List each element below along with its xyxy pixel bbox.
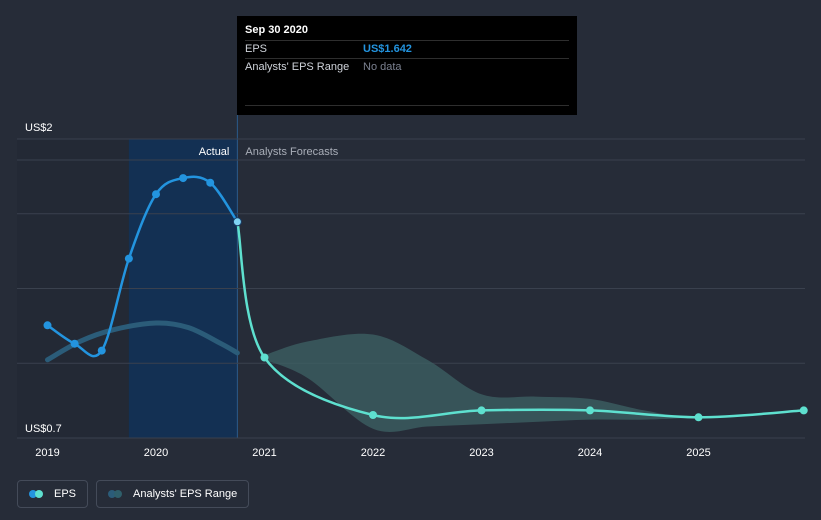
swatch-dot-b [114, 490, 123, 498]
actual-region-label: Actual [199, 146, 230, 158]
y-tick-label: US$2 [25, 122, 53, 134]
eps-forecast-point [799, 406, 808, 415]
forecast-region-label: Analysts Forecasts [245, 146, 338, 158]
eps-actual-point [97, 346, 106, 355]
legend-label: EPS [54, 488, 77, 500]
legend: EPS Analysts' EPS Range [17, 480, 250, 508]
swatch-dot-b [35, 490, 43, 498]
eps-actual-point [70, 339, 79, 348]
x-tick-label: 2020 [144, 447, 168, 459]
eps-forecast-point [694, 413, 703, 422]
swatch-dot-a [29, 490, 37, 498]
eps-range-forecast [264, 333, 804, 432]
x-tick-label: 2024 [578, 447, 602, 459]
eps-forecast-point [477, 406, 486, 415]
tooltip-label: Analysts' EPS Range [245, 61, 350, 73]
eps-swatch-icon [29, 490, 45, 498]
x-tick-label: 2021 [252, 447, 276, 459]
y-tick-label: US$0.7 [25, 423, 62, 435]
eps-forecast-point [586, 406, 594, 415]
eps-actual-point [43, 321, 52, 330]
eps-actual-point [124, 254, 133, 263]
x-tick-label: 2025 [686, 447, 710, 459]
range-swatch-icon [108, 490, 124, 498]
eps-range-past [45, 320, 240, 363]
legend-label: Analysts' EPS Range [133, 488, 238, 500]
eps-actual-line [46, 175, 239, 358]
tooltip-row-range: Analysts' EPS Range No data [245, 58, 569, 76]
tooltip-row-eps: EPS US$1.642 [245, 40, 569, 58]
legend-item-eps[interactable]: EPS [17, 480, 89, 508]
x-tick-label: 2022 [361, 447, 385, 459]
swatch-dot-a [108, 490, 117, 498]
x-tick-label: 2019 [35, 447, 59, 459]
eps-forecast-point [369, 411, 377, 419]
tooltip-label: EPS [245, 43, 268, 55]
eps-actual-point [152, 190, 160, 199]
x-tick-label: 2023 [469, 447, 493, 459]
tooltip-value: US$1.642 [363, 43, 412, 55]
legend-item-range[interactable]: Analysts' EPS Range [96, 480, 250, 508]
eps-current-point [232, 217, 242, 227]
eps-forecast-point [260, 353, 269, 362]
tooltip-date: Sep 30 2020 [245, 24, 308, 36]
eps-actual-point [179, 174, 188, 183]
tooltip: Sep 30 2020 EPS US$1.642 Analysts' EPS R… [237, 16, 577, 115]
tooltip-value: No data [363, 61, 402, 73]
tooltip-divider [245, 105, 569, 106]
eps-actual-point [206, 178, 215, 187]
